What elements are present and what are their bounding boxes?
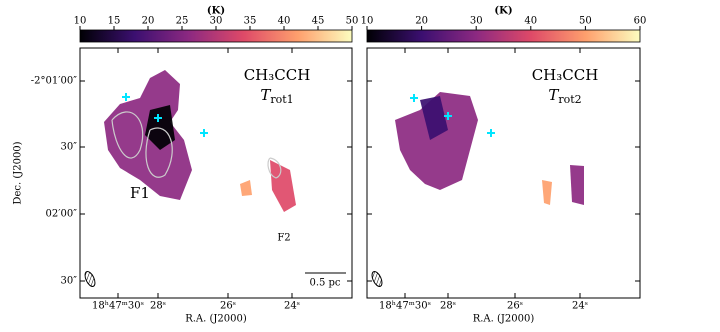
map-label: Trot1 xyxy=(260,86,293,106)
source-marker xyxy=(122,93,130,101)
y-tick-label: -2°01′00″ xyxy=(31,76,77,87)
y-axis-label: Dec. (J2000) xyxy=(13,141,24,204)
x-tick-label: 26ˢ xyxy=(507,301,523,312)
colorbar-tick-label: 20 xyxy=(415,16,428,27)
map-title: CH₃CCH xyxy=(244,66,311,84)
x-axis-label: R.A. (J2000) xyxy=(473,314,535,325)
colorbar-tick-label: 20 xyxy=(142,16,155,27)
source-marker xyxy=(410,94,418,102)
emission-region xyxy=(270,160,296,212)
colorbar-tick-label: 30 xyxy=(470,16,483,27)
colorbar-tick-label: 35 xyxy=(244,16,257,27)
colorbar xyxy=(366,29,641,43)
colorbar-tick-label: 10 xyxy=(74,16,87,27)
colorbar-tick-label: 40 xyxy=(524,16,537,27)
colorbar-tick-label: 40 xyxy=(278,16,291,27)
colorbar-label: (K) xyxy=(494,6,512,17)
beam xyxy=(371,271,383,287)
source-marker xyxy=(200,129,208,137)
x-tick-label: 28ˢ xyxy=(440,301,456,312)
map-label: Trot2 xyxy=(548,86,581,106)
label-subscript: rot1 xyxy=(270,93,293,106)
beam xyxy=(84,271,96,287)
colorbar-tick-label: 45 xyxy=(312,16,325,27)
contour xyxy=(145,127,173,178)
x-axis-label: R.A. (J2000) xyxy=(185,314,247,325)
annotation: F2 xyxy=(277,233,290,244)
source-marker xyxy=(444,112,452,120)
emission-region xyxy=(542,180,552,205)
x-tick-label: 24ˢ xyxy=(284,301,300,312)
map-frame xyxy=(79,47,353,299)
colorbar-tick-label: 50 xyxy=(346,16,359,27)
colorbar-tick-label: 10 xyxy=(361,16,374,27)
x-tick-label: 24ˢ xyxy=(572,301,588,312)
y-tick-label: 02′00″ xyxy=(46,209,78,220)
x-tick-label: 26ˢ xyxy=(220,301,236,312)
source-marker xyxy=(154,114,162,122)
emission-region xyxy=(240,180,252,196)
colorbar-tick-label: 50 xyxy=(579,16,592,27)
colorbar-tick-label: 15 xyxy=(108,16,121,27)
emission-region xyxy=(420,96,448,140)
label-symbol: T xyxy=(260,86,271,104)
label-subscript: rot2 xyxy=(558,93,581,106)
x-tick-label: 18ʰ47ᵐ30ˢ xyxy=(92,301,144,312)
map-frame xyxy=(366,47,641,299)
x-tick-label: 18ʰ47ᵐ30ˢ xyxy=(379,301,431,312)
annotation: F1 xyxy=(130,184,150,202)
emission-region xyxy=(145,105,175,150)
colorbar-tick-label: 60 xyxy=(634,16,647,27)
label-symbol: T xyxy=(548,86,559,104)
colorbar-tick-label: 30 xyxy=(210,16,223,27)
source-marker xyxy=(487,129,495,137)
x-tick-label: 28ˢ xyxy=(150,301,166,312)
contour xyxy=(111,111,144,159)
colorbar xyxy=(79,29,353,43)
y-tick-label: 30″ xyxy=(61,276,78,287)
y-tick-label: 30″ xyxy=(61,142,78,153)
emission-region xyxy=(395,92,478,190)
map-title: CH₃CCH xyxy=(532,66,599,84)
contour xyxy=(267,157,282,179)
colorbar-tick-label: 25 xyxy=(176,16,189,27)
colorbar-label: (K) xyxy=(207,6,225,17)
scale-bar-label: 0.5 pc xyxy=(309,278,340,289)
emission-region xyxy=(570,165,584,205)
